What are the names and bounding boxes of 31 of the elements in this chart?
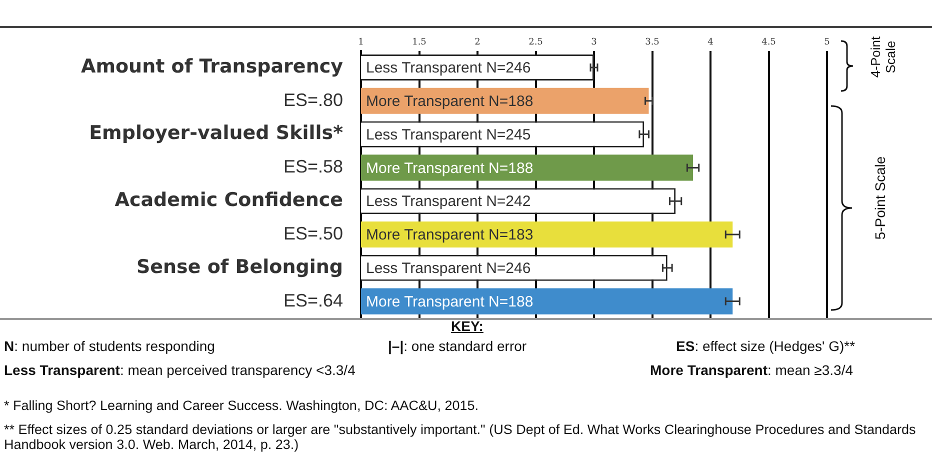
text: Sense of Belonging ES=.64 [136,256,343,310]
x-tick-label: 2.5 [528,38,544,48]
text: N: number of students responding [4,338,215,354]
x-tick-label: 3.5 [645,38,660,48]
annotation: KEY: [451,318,484,334]
y-tick-label: More Transparent N=183 [366,226,534,244]
x-tick-label: 3 [591,38,598,48]
text: Academic Confidence ES=.50 [114,189,343,244]
x-tick-label: 5 [824,38,830,48]
text: * Falling Short? Learning and Career Success. Washington, DC: AAC&U, 2015. [4,398,478,413]
text: Employer-valued Skills* ES=.58 [89,122,344,177]
text: |–|: one standard error [388,338,527,354]
y-tick-label: Less Transparent N=246 [366,60,531,77]
y-tick-label: More Transparent N=188 [366,93,534,110]
x-tick-label: 1.5 [412,38,427,48]
x-tick-label: 4 [708,38,714,48]
y-tick-label: More Transparent N=188 [366,160,534,177]
x-tick-label: 1 [358,38,364,48]
y-tick-label: Less Transparent N=246 [366,260,531,278]
y-tick-label: Less Transparent N=242 [366,193,531,210]
x-tick-label: 2 [474,38,480,48]
text: Less Transparent: mean perceived transparency <3.3/4 [4,362,356,378]
text: 5-Point Scale [872,155,888,242]
y-tick-label: Less Transparent N=245 [366,126,531,144]
text: More Transparent: mean ≥3.3/4 [650,362,853,378]
text: Amount of Transparency ES=.80 [81,55,344,110]
text: 4-Point Scale [868,35,898,80]
y-tick-label: More Transparent N=188 [366,293,534,310]
text: ES: effect size (Hedges' G)** [676,338,856,354]
x-tick-label: 4.5 [762,38,776,48]
text: ** Effect sizes of 0.25 standard deviations or larger are "substantively important." (US Dept of Ed. What Works Clearinghouse Procedures and Standards Handbook version 3.0. Web. March, 2014, p. 23.) [4,422,917,452]
